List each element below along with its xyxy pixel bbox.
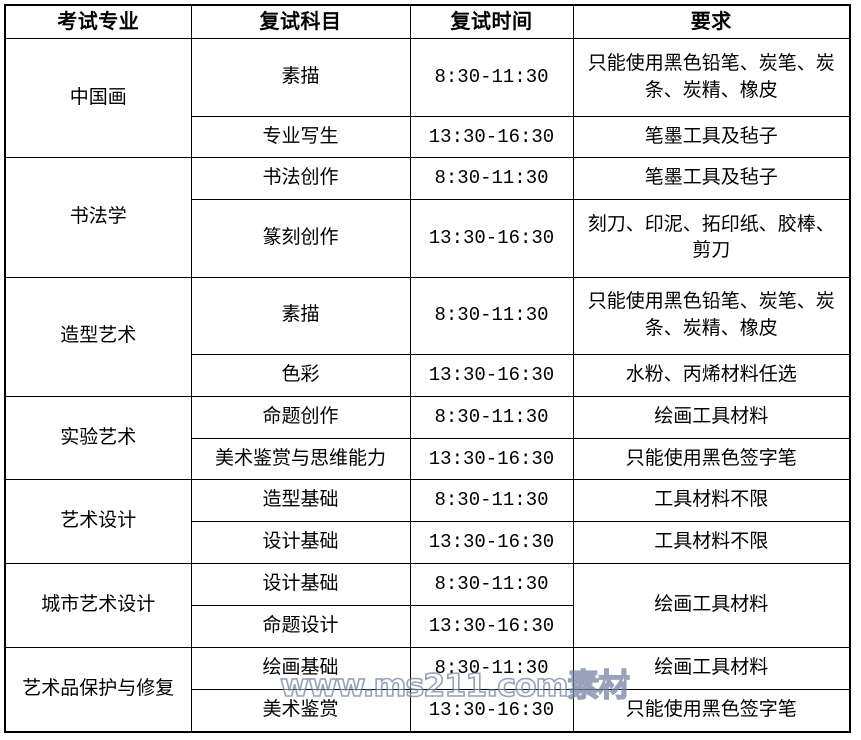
cell-time: 8:30-11:30 [409, 157, 574, 201]
cell-time: 8:30-11:30 [409, 395, 574, 439]
cell-time: 13:30-16:30 [409, 437, 574, 481]
cell-time: 8:30-11:30 [409, 38, 574, 117]
cell-time: 8:30-11:30 [409, 276, 574, 355]
cell-requirement: 只能使用黑色签字笔 [572, 688, 851, 733]
cell-requirement: 工具材料不限 [572, 479, 851, 523]
table-row: 篆刻创作 13:30-16:30 刻刀、印泥、拓印纸、胶棒、剪刀 [5, 199, 851, 278]
cell-subject: 素描 [190, 38, 411, 117]
cell-requirement: 只能使用黑色签字笔 [572, 437, 851, 481]
cell-major: 艺术品保护与修复 [4, 646, 192, 733]
cell-subject: 专业写生 [190, 115, 411, 159]
cell-subject: 美术鉴赏与思维能力 [190, 437, 411, 481]
column-header-time: 复试时间 [409, 4, 574, 40]
cell-time: 13:30-16:30 [409, 605, 574, 648]
cell-requirement: 只能使用黑色铅笔、炭笔、炭条、炭精、橡皮 [572, 276, 851, 355]
column-header-major: 考试专业 [4, 4, 192, 40]
table-row: 艺术品保护与修复 绘画基础 8:30-11:30 绘画工具材料 [4, 646, 851, 733]
cell-subject: 命题创作 [190, 395, 411, 439]
cell-requirement: 笔墨工具及毡子 [572, 157, 851, 201]
cell-subject: 造型基础 [190, 479, 411, 523]
cell-major: 实验艺术 [4, 395, 192, 481]
cell-time: 13:30-16:30 [409, 521, 574, 565]
cell-requirement: 绘画工具材料 [572, 646, 851, 690]
cell-subject: 设计基础 [190, 521, 411, 565]
exam-schedule-table: 考试专业 复试科目 复试时间 要求 中国画 素描 8:30-11:30 只能使用黑色铅… [4, 4, 851, 733]
cell-major: 中国画 [4, 38, 192, 159]
table-row: 实验艺术 命题创作 8:30-11:30 绘画工具材料 [4, 395, 851, 481]
cell-subject: 篆刻创作 [190, 199, 411, 278]
cell-major: 城市艺术设计 [4, 563, 192, 648]
cell-time: 13:30-16:30 [409, 199, 574, 278]
table-row: 美术鉴赏与思维能力 13:30-16:30 只能使用黑色签字笔 [5, 437, 851, 481]
column-header-subject: 复试科目 [190, 4, 411, 40]
cell-subject: 美术鉴赏 [190, 688, 411, 733]
cell-major: 书法学 [4, 157, 192, 278]
cell-time: 13:30-16:30 [409, 115, 574, 159]
cell-time: 13:30-16:30 [409, 353, 574, 397]
cell-time: 13:30-16:30 [409, 688, 574, 733]
table-row: 艺术设计 造型基础 8:30-11:30 工具材料不限 [4, 479, 851, 565]
cell-subject: 绘画基础 [190, 646, 411, 690]
table-row: 中国画 素描 8:30-11:30 只能使用黑色铅笔、炭笔、炭条、炭精、橡皮 [4, 38, 851, 159]
cell-subject: 书法创作 [190, 157, 411, 201]
cell-subject: 设计基础 [190, 563, 411, 607]
cell-requirement: 绘画工具材料 [572, 395, 851, 439]
table-row: 美术鉴赏 13:30-16:30 只能使用黑色签字笔 [5, 688, 851, 733]
cell-time: 8:30-11:30 [409, 563, 574, 607]
cell-requirement: 笔墨工具及毡子 [572, 115, 851, 159]
cell-requirement: 刻刀、印泥、拓印纸、胶棒、剪刀 [572, 199, 851, 278]
cell-subject: 素描 [190, 276, 411, 355]
cell-time: 8:30-11:30 [409, 479, 574, 523]
table-row: 专业写生 13:30-16:30 笔墨工具及毡子 [5, 115, 851, 159]
table-row: 书法学 书法创作 8:30-11:30 笔墨工具及毡子 [4, 157, 851, 278]
document-sheet: 考试专业 复试科目 复试时间 要求 中国画 素描 8:30-11:30 只能使用黑色铅… [4, 4, 851, 733]
table-row: 命题设计 13:30-16:30 [5, 605, 850, 648]
cell-subject: 命题设计 [190, 605, 411, 648]
header-row: 考试专业 复试科目 复试时间 要求 [4, 4, 851, 40]
cell-major: 艺术设计 [4, 479, 192, 565]
cell-time: 8:30-11:30 [409, 646, 574, 690]
cell-requirement: 绘画工具材料 [572, 563, 851, 648]
cell-requirement: 只能使用黑色铅笔、炭笔、炭条、炭精、橡皮 [572, 38, 851, 117]
table-row: 造型艺术 素描 8:30-11:30 只能使用黑色铅笔、炭笔、炭条、炭精、橡皮 [4, 276, 851, 397]
table-body: 中国画 素描 8:30-11:30 只能使用黑色铅笔、炭笔、炭条、炭精、橡皮 专业写生 1… [4, 38, 851, 733]
cell-subject: 色彩 [190, 353, 411, 397]
cell-requirement: 水粉、丙烯材料任选 [572, 353, 851, 397]
table-row: 城市艺术设计 设计基础 8:30-11:30 绘画工具材料 [4, 563, 851, 648]
cell-major: 造型艺术 [4, 276, 192, 397]
column-header-req: 要求 [572, 4, 851, 40]
table-header: 考试专业 复试科目 复试时间 要求 [4, 4, 851, 40]
cell-requirement: 工具材料不限 [572, 521, 851, 565]
